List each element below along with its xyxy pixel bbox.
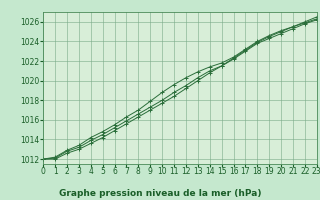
- Text: Graphe pression niveau de la mer (hPa): Graphe pression niveau de la mer (hPa): [59, 189, 261, 198]
